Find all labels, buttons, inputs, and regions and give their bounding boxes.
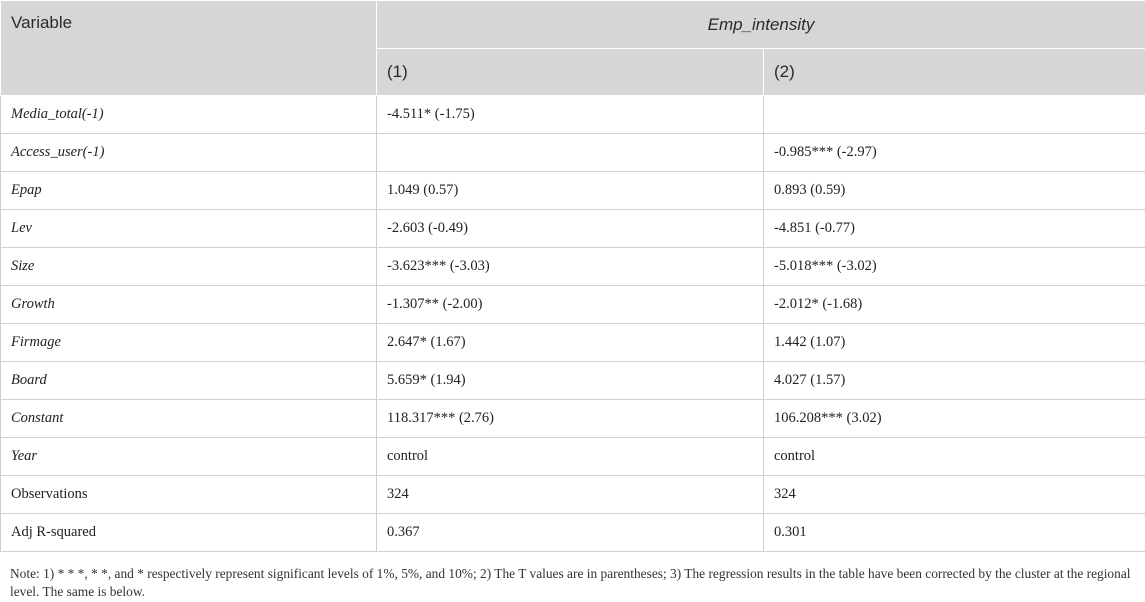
model-2-cell: 0.301: [763, 513, 1145, 552]
model-1-cell: -1.307** (-2.00): [376, 285, 764, 324]
table-row: Growth -1.307** (-2.00) -2.012* (-1.68): [0, 285, 1145, 324]
model-1-cell: 2.647* (1.67): [376, 323, 764, 362]
model-2-cell: 106.208*** (3.02): [763, 399, 1145, 438]
variable-cell: Epap: [0, 171, 377, 210]
table-row: Media_total(-1) -4.511* (-1.75): [0, 95, 1145, 134]
model-2-cell: -4.851 (-0.77): [763, 209, 1145, 248]
model-1-cell: -2.603 (-0.49): [376, 209, 764, 248]
table-row: Lev -2.603 (-0.49) -4.851 (-0.77): [0, 209, 1145, 248]
table-note: Note: 1) * * *, * *, and * respectively …: [10, 566, 1131, 599]
model-2-cell: 1.442 (1.07): [763, 323, 1145, 362]
variable-cell: Size: [0, 247, 377, 286]
regression-table: Variable Emp_intensity (1) (2) Media_tot…: [0, 0, 1145, 552]
model-1-cell: 0.367: [376, 513, 764, 552]
model-2-cell: [763, 95, 1145, 134]
model-1-cell: 118.317*** (2.76): [376, 399, 764, 438]
table-body: Media_total(-1) -4.511* (-1.75) Access_use…: [0, 95, 1145, 552]
model-2-cell: -2.012* (-1.68): [763, 285, 1145, 324]
table-row: Size -3.623*** (-3.03) -5.018*** (-3.02): [0, 247, 1145, 286]
variable-cell: Media_total(-1): [0, 95, 377, 134]
table-row: Access_user(-1) -0.985*** (-2.97): [0, 133, 1145, 172]
model-1-cell: control: [376, 437, 764, 476]
column-header-1: (1): [376, 48, 764, 96]
model-2-cell: -0.985*** (-2.97): [763, 133, 1145, 172]
variable-header: Variable: [0, 0, 377, 96]
variable-cell: Growth: [0, 285, 377, 324]
variable-cell: Adj R-squared: [0, 513, 377, 552]
variable-cell: Board: [0, 361, 377, 400]
model-2-cell: control: [763, 437, 1145, 476]
variable-cell: Access_user(-1): [0, 133, 377, 172]
model-2-cell: 324: [763, 475, 1145, 514]
header-row-group: Variable Emp_intensity: [0, 0, 1145, 96]
column-header-2: (2): [763, 48, 1145, 96]
model-2-cell: 0.893 (0.59): [763, 171, 1145, 210]
table-row: Year control control: [0, 437, 1145, 476]
group-header: Emp_intensity: [376, 0, 1145, 49]
table-row: Firmage 2.647* (1.67) 1.442 (1.07): [0, 323, 1145, 362]
model-1-cell: -4.511* (-1.75): [376, 95, 764, 134]
variable-cell: Firmage: [0, 323, 377, 362]
variable-cell: Lev: [0, 209, 377, 248]
header-row-columns: (1) (2): [1, 48, 1145, 96]
table-row: Board 5.659* (1.94) 4.027 (1.57): [0, 361, 1145, 400]
model-2-cell: 4.027 (1.57): [763, 361, 1145, 400]
model-1-cell: 5.659* (1.94): [376, 361, 764, 400]
table-row: Epap 1.049 (0.57) 0.893 (0.59): [0, 171, 1145, 210]
model-1-cell: 324: [376, 475, 764, 514]
model-1-cell: [376, 133, 764, 172]
model-2-cell: -5.018*** (-3.02): [763, 247, 1145, 286]
table-row: Observations 324 324: [0, 475, 1145, 514]
model-1-cell: 1.049 (0.57): [376, 171, 764, 210]
table-row: Constant 118.317*** (2.76) 106.208*** (3.0…: [0, 399, 1145, 438]
model-1-cell: -3.623*** (-3.03): [376, 247, 764, 286]
table-row: Adj R-squared 0.367 0.301: [0, 513, 1145, 552]
variable-cell: Year: [0, 437, 377, 476]
variable-cell: Observations: [0, 475, 377, 514]
variable-cell: Constant: [0, 399, 377, 438]
